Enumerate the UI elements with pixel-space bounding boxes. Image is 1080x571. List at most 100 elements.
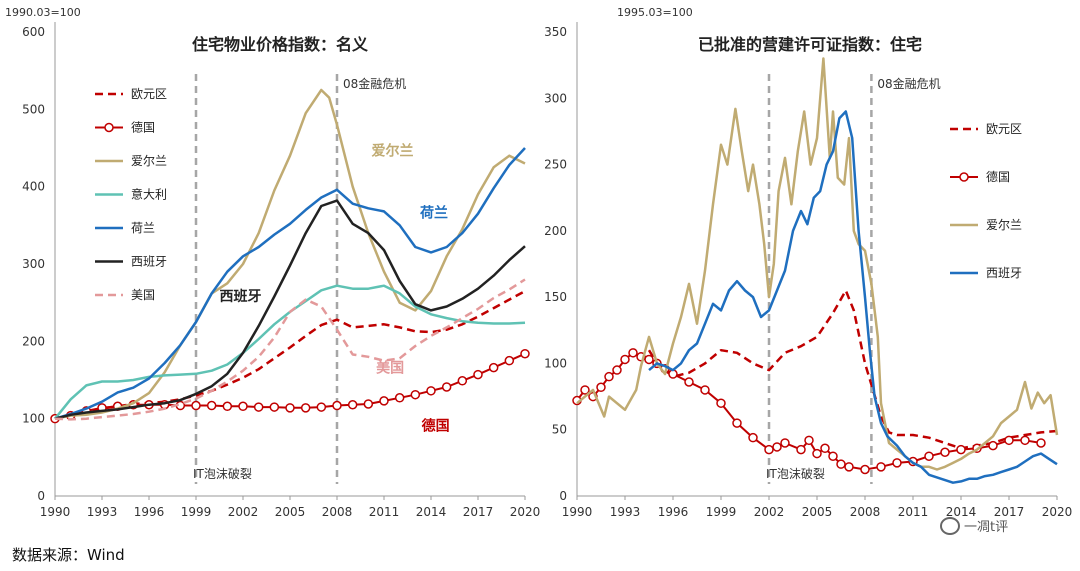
data-point	[924, 451, 934, 461]
y-tick-label: 300	[22, 257, 45, 271]
chart-title: 住宅物业价格指数：名义	[192, 35, 368, 54]
data-point	[892, 458, 902, 468]
series-annotation: 西班牙	[220, 288, 262, 305]
x-tick-label: 2008	[850, 505, 881, 519]
data-point	[844, 462, 854, 472]
data-point	[988, 440, 998, 451]
data-point	[394, 393, 405, 403]
series-annotation: 美国	[376, 359, 404, 376]
legend-label: 西班牙	[986, 266, 1022, 280]
y-tick-label: 100	[22, 412, 45, 426]
x-tick-label: 1996	[658, 505, 689, 519]
data-point	[956, 444, 966, 455]
data-point	[684, 377, 694, 387]
series-annotation: 荷兰	[419, 205, 448, 222]
legend-label: 欧元区	[986, 122, 1022, 136]
data-point	[1004, 435, 1014, 446]
data-point	[812, 448, 822, 459]
y-tick-label: 0	[37, 489, 45, 503]
data-point	[804, 435, 814, 446]
data-point	[300, 403, 311, 413]
chart-2: 1995.03=100 已批准的营建许可证指数：住宅 0 50 100 150 200 250…	[544, 6, 1072, 519]
series-line-4	[648, 110, 1058, 484]
series-line-7	[54, 278, 526, 421]
data-point	[457, 376, 468, 386]
series-line-5	[54, 147, 526, 420]
x-tick-label: 1996	[134, 505, 165, 519]
y-tick-label: 250	[544, 158, 567, 172]
x-tick-label: 2005	[802, 505, 833, 519]
x-tick-label: 2011	[898, 505, 929, 519]
data-point	[580, 385, 590, 395]
data-point	[644, 354, 654, 365]
x-tick-label: 1990	[562, 505, 593, 519]
data-point	[620, 354, 630, 365]
data-point	[379, 396, 389, 406]
legend-label: 德国	[986, 169, 1010, 184]
data-point	[628, 348, 638, 358]
series-line-6	[54, 199, 526, 420]
data-point	[410, 389, 421, 400]
x-tick-label: 2011	[369, 505, 400, 519]
data-point	[780, 438, 790, 448]
data-point	[772, 442, 782, 452]
x-tick-label: 2002	[754, 505, 785, 519]
legend-label: 美国	[131, 288, 155, 302]
legend-label: 西班牙	[131, 255, 167, 269]
data-point	[191, 400, 201, 411]
y-tick-label: 100	[544, 356, 567, 370]
data-point	[222, 401, 233, 412]
y-tick-label: 150	[544, 290, 567, 304]
y-tick-label: 400	[22, 180, 45, 194]
data-point	[748, 432, 758, 443]
event-label: 08金融危机	[877, 76, 940, 91]
event-label: 08金融危机	[343, 76, 406, 91]
event-label: IT泡沫破裂	[193, 466, 252, 481]
data-point	[363, 399, 374, 409]
x-tick-label: 2005	[275, 505, 306, 519]
series-line-3	[576, 57, 1059, 471]
wechat-logo-icon	[940, 516, 960, 535]
charts-canvas: 1990.03=100住宅物业价格指数：名义010020030040050060…	[5, 6, 1072, 519]
data-point	[796, 444, 806, 455]
data-point	[238, 401, 248, 412]
x-tick-label: 2017	[994, 505, 1025, 519]
legend-marker	[104, 122, 114, 133]
data-point	[253, 402, 264, 412]
data-point	[820, 443, 830, 454]
legend-label: 爱尔兰	[986, 217, 1022, 232]
data-point	[604, 371, 614, 382]
legend-label: 意大利	[131, 187, 167, 202]
data-point	[1036, 438, 1046, 448]
x-tick-label: 1993	[87, 505, 118, 519]
x-tick-label: 2002	[228, 505, 259, 519]
x-tick-label: 2020	[1042, 505, 1073, 519]
x-tick-label: 2014	[416, 505, 447, 519]
data-point	[700, 385, 710, 395]
y-tick-label: 350	[544, 25, 567, 39]
x-tick-label: 2014	[946, 505, 977, 519]
x-tick-label: 1999	[181, 505, 212, 519]
watermark-text: 一凋t评	[964, 520, 1009, 535]
data-point	[473, 369, 483, 380]
legend-label: 荷兰	[131, 221, 155, 235]
data-point	[836, 459, 846, 469]
base-note: 1995.03=100	[617, 6, 693, 19]
data-point	[716, 398, 726, 408]
y-tick-label: 200	[22, 334, 45, 348]
data-point	[426, 386, 436, 396]
x-tick-label: 1993	[610, 505, 641, 519]
chart-title: 已批准的营建许可证指数：住宅	[698, 35, 922, 54]
series-line-4	[54, 284, 526, 420]
series-line-3	[54, 88, 526, 420]
source-note: 数据来源：Wind	[12, 546, 125, 564]
data-point	[285, 403, 295, 413]
x-tick-label: 1990	[40, 505, 71, 519]
data-point	[732, 418, 742, 428]
y-tick-label: 50	[552, 423, 567, 437]
x-tick-label: 2020	[510, 505, 541, 519]
data-point	[1020, 435, 1030, 446]
x-tick-label: 2017	[463, 505, 494, 519]
data-point	[764, 444, 774, 455]
